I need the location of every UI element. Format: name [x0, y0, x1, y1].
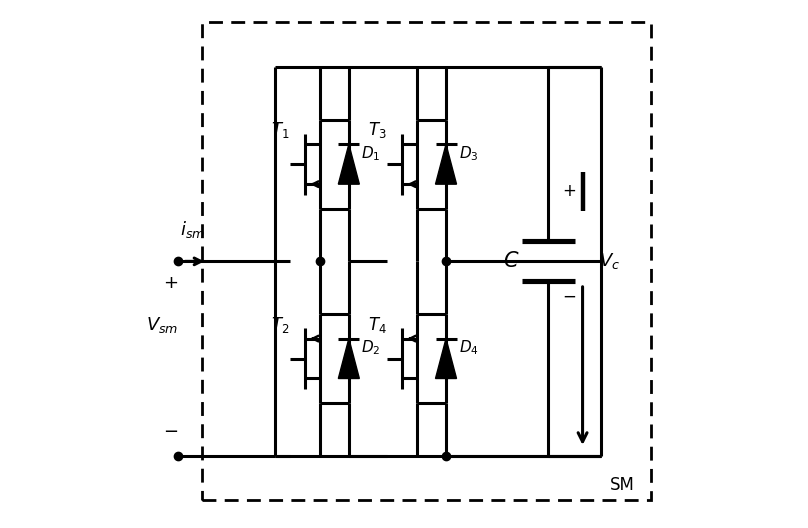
Text: $-$: $-$ [162, 421, 178, 439]
Text: $C$: $C$ [503, 251, 520, 271]
Text: $+$: $+$ [562, 182, 576, 200]
Text: $T_2$: $T_2$ [271, 315, 290, 335]
Text: $V_{sm}$: $V_{sm}$ [146, 315, 179, 335]
Text: $D_3$: $D_3$ [459, 144, 478, 163]
Text: $D_4$: $D_4$ [459, 338, 478, 357]
Polygon shape [339, 144, 360, 184]
Text: $D_2$: $D_2$ [361, 338, 381, 357]
Text: SM: SM [609, 476, 634, 494]
Text: $-$: $-$ [562, 287, 577, 305]
Text: $T_4$: $T_4$ [368, 315, 387, 335]
Polygon shape [436, 338, 457, 379]
Text: $T_1$: $T_1$ [271, 120, 290, 140]
Polygon shape [436, 144, 457, 184]
Text: $D_1$: $D_1$ [361, 144, 381, 163]
Text: $T_3$: $T_3$ [368, 120, 387, 140]
Polygon shape [339, 338, 360, 379]
Text: $i_{sm}$: $i_{sm}$ [180, 219, 205, 240]
Text: $V_c$: $V_c$ [600, 251, 621, 271]
Text: $+$: $+$ [162, 274, 178, 291]
